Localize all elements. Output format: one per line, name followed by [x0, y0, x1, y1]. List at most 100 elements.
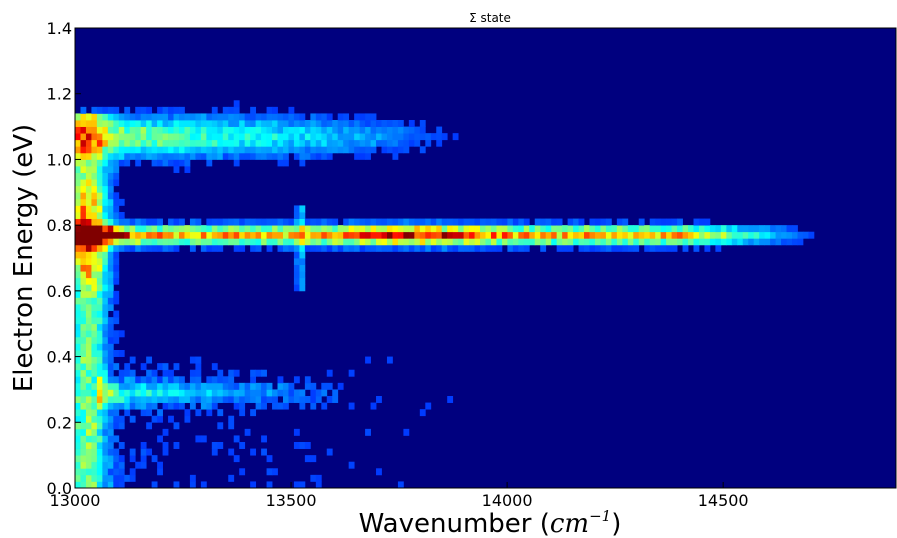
heatmap-cell: [250, 369, 257, 377]
heatmap-cell: [107, 238, 114, 246]
heatmap-cell: [135, 218, 142, 226]
heatmap-cell: [124, 113, 131, 121]
heatmap-cell: [96, 336, 103, 344]
heatmap-cell: [354, 139, 361, 147]
heatmap-cell: [594, 218, 601, 226]
heatmap-cell: [75, 198, 81, 206]
heatmap-cell: [107, 284, 114, 292]
heatmap-cell: [75, 382, 81, 390]
heatmap-cell: [244, 382, 251, 390]
heatmap-cell: [414, 126, 421, 134]
heatmap-cell: [770, 225, 776, 233]
heatmap-cell: [168, 152, 174, 160]
heatmap-cell: [91, 139, 98, 147]
heatmap-cell: [501, 231, 508, 239]
heatmap-cell: [85, 258, 92, 265]
heatmap-cell: [293, 146, 300, 154]
heatmap-cell: [326, 120, 333, 127]
heatmap-cell: [157, 133, 163, 141]
x-tick-label: 14000: [482, 491, 533, 510]
heatmap-cell: [140, 133, 147, 141]
heatmap-cell: [102, 310, 109, 318]
heatmap-cell: [304, 225, 311, 233]
heatmap-cell: [545, 225, 552, 233]
heatmap-cell: [189, 356, 196, 364]
heatmap-cell: [91, 317, 98, 325]
heatmap-cell: [85, 330, 92, 338]
heatmap-cell: [129, 376, 136, 384]
heatmap-cell: [102, 474, 109, 482]
heatmap-cell: [173, 126, 180, 134]
heatmap-cell: [96, 244, 103, 252]
heatmap-cell: [75, 172, 81, 180]
heatmap-cell: [80, 435, 87, 443]
heatmap-cell: [85, 363, 92, 371]
heatmap-cell: [75, 369, 81, 377]
heatmap-cell: [168, 402, 174, 410]
heatmap-cell: [118, 146, 125, 154]
heatmap-cell: [140, 225, 147, 233]
heatmap-cell: [129, 225, 136, 233]
heatmap-cell: [206, 120, 213, 127]
heatmap-cell: [91, 244, 98, 252]
heatmap-cell: [616, 218, 623, 226]
heatmap-cell: [173, 139, 180, 147]
heatmap-cell: [299, 402, 306, 410]
heatmap-cell: [288, 106, 295, 114]
heatmap-cell: [146, 152, 153, 160]
heatmap-cell: [759, 238, 766, 246]
heatmap-cell: [96, 166, 103, 173]
heatmap-cell: [80, 297, 87, 305]
heatmap-cell: [266, 225, 273, 233]
heatmap-cell: [748, 225, 755, 233]
heatmap-cell: [578, 218, 585, 226]
heatmap-cell: [326, 448, 333, 456]
heatmap-cell: [102, 468, 109, 476]
heatmap-cell: [91, 258, 98, 265]
heatmap-cell: [266, 133, 273, 141]
heatmap-cell: [304, 396, 311, 403]
heatmap-cell: [113, 389, 120, 397]
heatmap-cell: [480, 225, 486, 233]
heatmap-cell: [80, 317, 87, 325]
heatmap-cell: [85, 172, 92, 180]
heatmap-cell: [452, 244, 459, 252]
heatmap-cell: [91, 336, 98, 344]
heatmap-cell: [189, 139, 196, 147]
heatmap-cell: [376, 396, 382, 403]
heatmap-cell: [288, 382, 295, 390]
heatmap-cell: [129, 231, 136, 239]
heatmap-cell: [206, 159, 213, 167]
heatmap-cell: [326, 113, 333, 121]
heatmap-cell: [75, 317, 81, 325]
heatmap-cell: [354, 113, 361, 121]
heatmap-cell: [211, 448, 218, 456]
heatmap-cell: [441, 218, 448, 226]
heatmap-cell: [419, 218, 426, 226]
heatmap-cell: [200, 231, 207, 239]
heatmap-cell: [332, 133, 339, 141]
heatmap-cell: [195, 139, 202, 147]
heatmap-cell: [403, 238, 410, 246]
heatmap-cell: [91, 376, 98, 384]
heatmap-cell: [96, 238, 103, 246]
heatmap-cell: [644, 238, 651, 246]
heatmap-cell: [102, 218, 109, 226]
heatmap-cell: [135, 159, 142, 167]
heatmap-cell: [162, 133, 169, 141]
heatmap-cell: [425, 231, 432, 239]
x-axis-label-close: ): [611, 509, 621, 538]
plot-frame: [74, 27, 897, 489]
heatmap-cell: [370, 126, 377, 134]
heatmap-cell: [129, 133, 136, 141]
heatmap-cells: [75, 100, 815, 489]
heatmap-cell: [124, 231, 131, 239]
heatmap-cell: [80, 343, 87, 351]
heatmap-cell: [85, 336, 92, 344]
heatmap-cell: [370, 113, 377, 121]
heatmap-cell: [206, 113, 213, 121]
heatmap-cell: [436, 218, 443, 226]
heatmap-cell: [178, 376, 185, 384]
heatmap-cell: [184, 139, 191, 147]
x-axis-label-text: Wavenumber (: [359, 509, 550, 538]
